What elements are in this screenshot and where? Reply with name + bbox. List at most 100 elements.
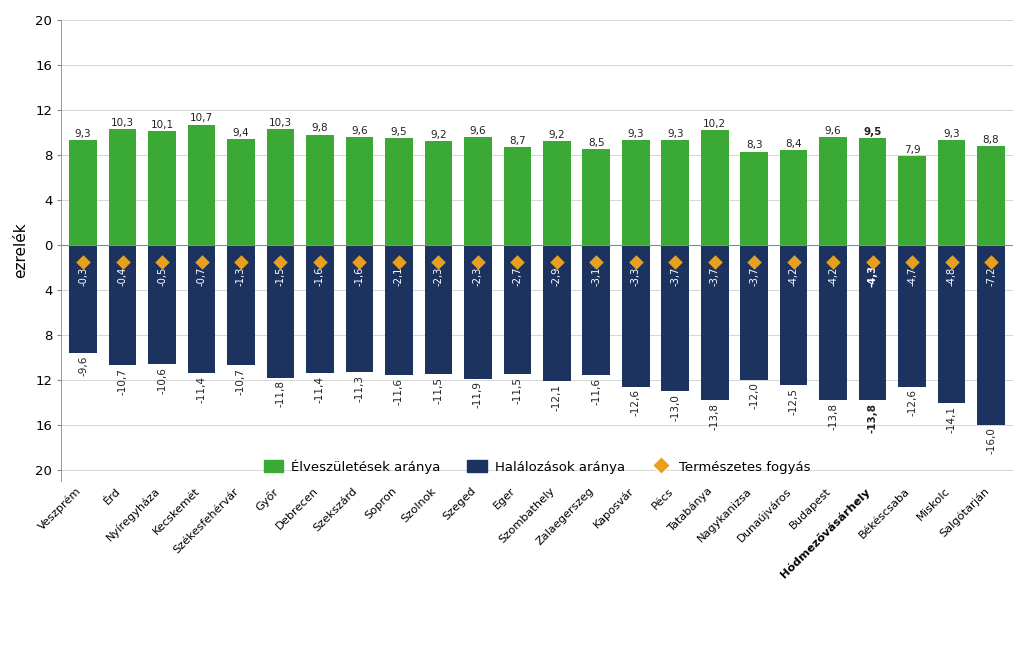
- Bar: [148, 132, 176, 245]
- Text: 9,6: 9,6: [351, 126, 367, 136]
- Point: [75, 257, 91, 267]
- Text: -3,1: -3,1: [591, 267, 602, 286]
- Text: -11,8: -11,8: [275, 380, 285, 407]
- Text: 9,6: 9,6: [825, 126, 842, 136]
- Text: -11,4: -11,4: [196, 376, 207, 403]
- Text: -12,6: -12,6: [907, 389, 917, 416]
- Point: [983, 257, 999, 267]
- Bar: [662, 140, 690, 245]
- Text: -2,3: -2,3: [473, 267, 483, 286]
- Bar: [148, 245, 176, 364]
- Point: [825, 257, 841, 267]
- Bar: [227, 139, 255, 245]
- Bar: [819, 137, 847, 245]
- Text: 9,5: 9,5: [391, 127, 407, 137]
- Text: 10,1: 10,1: [150, 120, 174, 130]
- Text: -1,5: -1,5: [275, 267, 285, 286]
- Point: [351, 257, 367, 267]
- Text: 9,2: 9,2: [430, 130, 447, 140]
- Bar: [108, 245, 136, 365]
- Text: 9,3: 9,3: [943, 129, 960, 139]
- Text: -11,4: -11,4: [315, 376, 325, 403]
- Text: 8,4: 8,4: [786, 139, 802, 149]
- Point: [667, 257, 683, 267]
- Point: [864, 257, 881, 267]
- Text: -2,3: -2,3: [434, 267, 443, 286]
- Bar: [503, 147, 531, 245]
- Bar: [938, 140, 966, 245]
- Bar: [70, 140, 97, 245]
- Text: -13,0: -13,0: [670, 394, 680, 421]
- Bar: [543, 245, 571, 381]
- Text: -0,5: -0,5: [158, 267, 167, 286]
- Text: -1,6: -1,6: [354, 267, 364, 286]
- Text: -11,5: -11,5: [434, 377, 443, 404]
- Bar: [346, 137, 373, 245]
- Bar: [543, 142, 571, 245]
- Text: -12,1: -12,1: [551, 383, 562, 411]
- Text: -4,7: -4,7: [907, 267, 917, 286]
- Text: 7,9: 7,9: [903, 145, 921, 155]
- Text: -11,5: -11,5: [513, 377, 523, 404]
- Bar: [187, 245, 215, 373]
- Bar: [898, 245, 926, 387]
- Text: 8,5: 8,5: [588, 138, 605, 148]
- Text: -12,6: -12,6: [631, 389, 640, 416]
- Bar: [819, 245, 847, 400]
- Text: -16,0: -16,0: [986, 428, 996, 454]
- Point: [233, 257, 250, 267]
- Bar: [780, 245, 807, 385]
- Bar: [701, 130, 728, 245]
- Bar: [741, 152, 768, 245]
- Bar: [701, 245, 728, 400]
- Text: -0,4: -0,4: [118, 267, 128, 286]
- Text: -2,1: -2,1: [394, 267, 404, 286]
- Point: [943, 257, 960, 267]
- Text: -1,6: -1,6: [315, 267, 325, 286]
- Text: 8,7: 8,7: [509, 136, 526, 146]
- Bar: [70, 245, 97, 353]
- Bar: [306, 245, 333, 373]
- Point: [312, 257, 328, 267]
- Text: -12,5: -12,5: [789, 388, 799, 415]
- Bar: [582, 150, 610, 245]
- Bar: [503, 245, 531, 374]
- Bar: [227, 245, 255, 365]
- Text: -12,0: -12,0: [749, 383, 759, 409]
- Text: -3,7: -3,7: [670, 267, 680, 286]
- Text: -10,7: -10,7: [236, 368, 246, 395]
- Text: 8,3: 8,3: [746, 140, 762, 150]
- Bar: [267, 129, 295, 245]
- Bar: [425, 245, 452, 374]
- Bar: [385, 245, 412, 375]
- Point: [707, 257, 723, 267]
- Text: 9,8: 9,8: [312, 124, 328, 134]
- Text: -3,3: -3,3: [631, 267, 640, 286]
- Bar: [938, 245, 966, 403]
- Text: 9,3: 9,3: [667, 129, 683, 139]
- Text: -7,2: -7,2: [986, 267, 996, 286]
- Text: -4,3: -4,3: [868, 265, 878, 287]
- Point: [588, 257, 605, 267]
- Bar: [977, 146, 1005, 245]
- Bar: [622, 140, 650, 245]
- Text: -1,3: -1,3: [236, 267, 246, 286]
- Point: [904, 257, 921, 267]
- Bar: [741, 245, 768, 380]
- Text: -13,8: -13,8: [868, 403, 878, 433]
- Y-axis label: ezrelék: ezrelék: [13, 222, 29, 279]
- Bar: [464, 137, 492, 245]
- Text: -0,3: -0,3: [78, 267, 88, 286]
- Text: -4,8: -4,8: [946, 267, 957, 286]
- Bar: [108, 129, 136, 245]
- Text: -10,6: -10,6: [158, 367, 167, 393]
- Text: -11,6: -11,6: [394, 378, 404, 405]
- Text: -14,1: -14,1: [946, 406, 957, 434]
- Text: 9,4: 9,4: [232, 128, 250, 138]
- Text: -3,7: -3,7: [749, 267, 759, 286]
- Point: [431, 257, 447, 267]
- Point: [746, 257, 762, 267]
- Bar: [622, 245, 650, 387]
- Text: 10,3: 10,3: [112, 118, 134, 128]
- Point: [627, 257, 643, 267]
